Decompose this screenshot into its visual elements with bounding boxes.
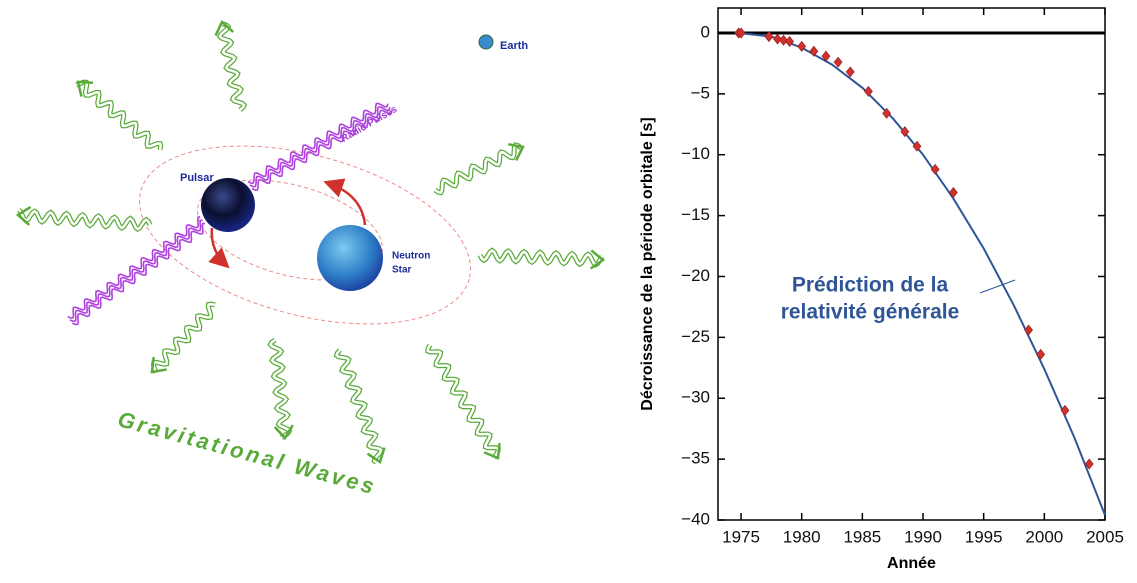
x-tick-label: 1980 bbox=[783, 527, 821, 546]
y-tick-label: −20 bbox=[681, 266, 710, 285]
y-tick-label: 0 bbox=[701, 22, 710, 41]
x-tick-label: 2005 bbox=[1086, 527, 1124, 546]
y-tick-label: −15 bbox=[681, 205, 710, 224]
y-tick-label: −25 bbox=[681, 327, 710, 346]
annotation-arrow bbox=[980, 280, 1015, 293]
orbit-arrow bbox=[328, 183, 365, 225]
annotation: Prédiction de la bbox=[792, 274, 949, 297]
data-point bbox=[810, 46, 818, 56]
figure: Earth Pulsar Neutron Star Radio Pulses G… bbox=[0, 0, 1137, 578]
y-tick-label: −10 bbox=[681, 144, 710, 163]
page: Earth Pulsar Neutron Star Radio Pulses G… bbox=[0, 0, 1137, 583]
pulsar bbox=[201, 178, 255, 232]
y-axis-label: Décroissance de la période orbitale [s] bbox=[639, 117, 656, 410]
x-axis-label: Année bbox=[887, 555, 936, 572]
earth-icon bbox=[479, 35, 493, 49]
annotation: relativité générale bbox=[781, 301, 960, 324]
x-tick-label: 1985 bbox=[843, 527, 881, 546]
plot-frame bbox=[718, 8, 1105, 520]
y-tick-label: −40 bbox=[681, 509, 710, 528]
neutron-label: Neutron bbox=[392, 251, 430, 262]
x-tick-label: 1990 bbox=[904, 527, 942, 546]
wave-arrow bbox=[435, 145, 521, 193]
plot: 0 −5 −10 −15 −20 −25 −30 −35 −40 1975 1980 1985 1990… bbox=[639, 8, 1124, 572]
data-point bbox=[1025, 325, 1033, 335]
neutron-star bbox=[317, 225, 383, 291]
pulsar-label: Pulsar bbox=[180, 172, 214, 184]
x-tick-label: 1975 bbox=[722, 527, 760, 546]
neutron-label: Star bbox=[392, 265, 412, 276]
wave-arrow bbox=[270, 340, 289, 438]
wave-arrow bbox=[220, 24, 244, 110]
y-tick-label: −5 bbox=[691, 83, 710, 102]
data-point bbox=[1061, 405, 1069, 415]
y-tick-label: −35 bbox=[681, 449, 710, 468]
diagram: Earth Pulsar Neutron Star Radio Pulses G… bbox=[18, 22, 603, 500]
data-point bbox=[931, 164, 939, 174]
radio-label: Radio Pulses bbox=[339, 104, 399, 145]
data-point bbox=[834, 57, 842, 67]
waves-title: Gravitational Waves bbox=[115, 406, 379, 499]
x-tick-label: 1995 bbox=[965, 527, 1003, 546]
orbit-arrow bbox=[212, 228, 226, 265]
x-tick-label: 2000 bbox=[1025, 527, 1063, 546]
data-point bbox=[864, 86, 872, 96]
earth-label: Earth bbox=[500, 40, 528, 52]
y-tick-label: −30 bbox=[681, 388, 710, 407]
